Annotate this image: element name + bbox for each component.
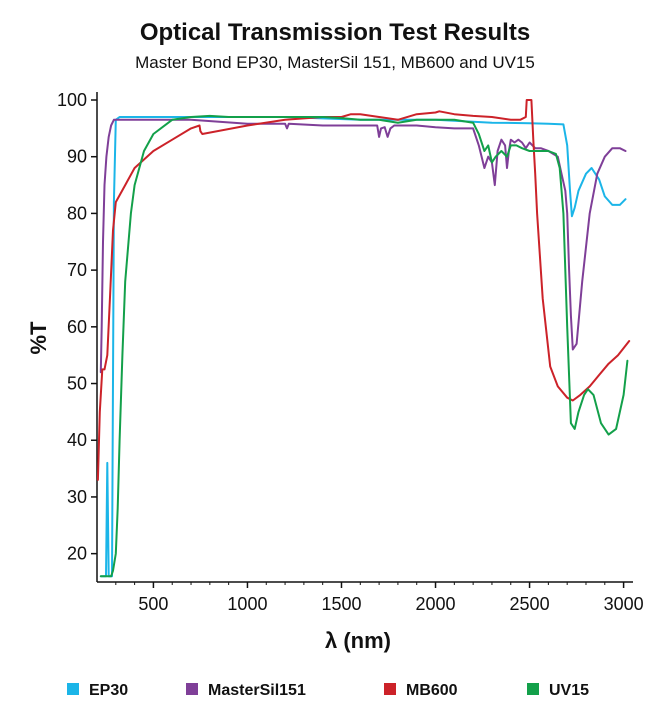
y-tick-label: 90 bbox=[67, 147, 87, 167]
x-tick-label: 3000 bbox=[604, 594, 644, 614]
legend-label-mastersil151: MasterSil151 bbox=[208, 682, 306, 699]
legend-swatch-mb600 bbox=[384, 683, 396, 695]
x-tick-label: 2500 bbox=[510, 594, 550, 614]
y-tick-label: 70 bbox=[67, 260, 87, 280]
series-line-mastersil151 bbox=[99, 118, 627, 374]
series-line-mb600 bbox=[96, 99, 631, 481]
legend-swatch-ep30 bbox=[67, 683, 79, 695]
series-line-uv15 bbox=[99, 114, 629, 578]
y-tick-label: 80 bbox=[67, 203, 87, 223]
x-tick-label: 1000 bbox=[227, 594, 267, 614]
y-tick-label: 20 bbox=[67, 544, 87, 564]
x-axis-label: λ (nm) bbox=[325, 628, 391, 653]
y-tick-label: 40 bbox=[67, 430, 87, 450]
x-tick-label: 500 bbox=[138, 594, 168, 614]
y-tick-label: 30 bbox=[67, 487, 87, 507]
x-ticks: 500 1000 1500 2000 2500 3000 bbox=[115, 582, 644, 614]
legend-swatch-mastersil151 bbox=[186, 683, 198, 695]
x-tick-label: 2000 bbox=[416, 594, 456, 614]
y-ticks: 20 30 40 50 60 70 80 90 100 bbox=[57, 90, 97, 564]
legend-label-uv15: UV15 bbox=[549, 682, 589, 699]
x-tick-label: 1500 bbox=[321, 594, 361, 614]
y-axis-label: %T bbox=[26, 321, 51, 355]
chart-title: Optical Transmission Test Results bbox=[140, 19, 530, 46]
legend: EP30 MasterSil151 MB600 UV15 bbox=[67, 682, 589, 699]
y-tick-label: 60 bbox=[67, 317, 87, 337]
legend-swatch-uv15 bbox=[527, 683, 539, 695]
y-tick-label: 100 bbox=[57, 90, 87, 110]
y-tick-label: 50 bbox=[67, 374, 87, 394]
legend-label-ep30: EP30 bbox=[89, 682, 128, 699]
legend-label-mb600: MB600 bbox=[406, 682, 458, 699]
series-line-ep30 bbox=[99, 116, 627, 578]
series-layer bbox=[96, 99, 631, 578]
chart-subtitle: Master Bond EP30, MasterSil 151, MB600 a… bbox=[135, 53, 535, 72]
